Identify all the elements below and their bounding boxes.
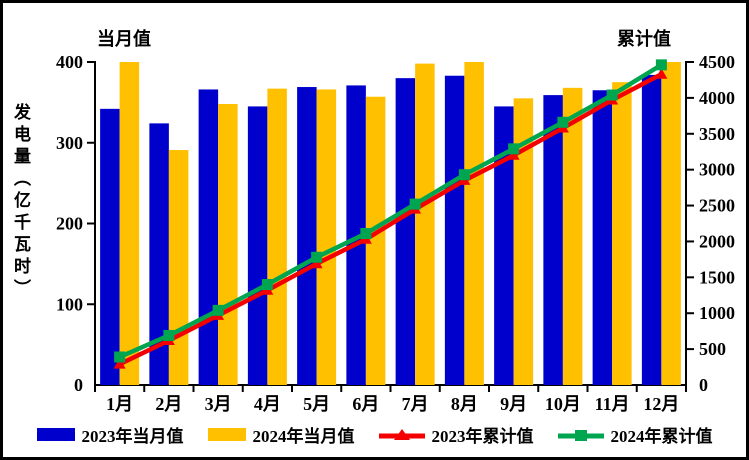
x-axis-month-label: 3月	[205, 394, 232, 414]
marker-2024年累计值-8月	[458, 169, 470, 181]
right-axis-tick-label: 2000	[699, 231, 735, 251]
bar-2023年当月值-2月	[149, 123, 169, 386]
bar-2023年当月值-8月	[444, 75, 465, 385]
legend-line-marker-2024-cumulative	[557, 429, 604, 441]
x-axis-month-label: 8月	[451, 394, 478, 414]
right-axis-tick-label: 1500	[699, 267, 735, 287]
legend-label-2023-cumulative: 2023年累计值	[431, 427, 534, 446]
bar-2024年当月值-1月	[119, 62, 140, 385]
right-axis-tick-label: 2500	[699, 196, 735, 216]
marker-2023年累计值-9月	[507, 149, 520, 160]
marker-2024年累计值-9月	[508, 143, 520, 155]
bar-2023年当月值-9月	[494, 106, 514, 385]
right-axis-tick-label: 0	[699, 375, 708, 395]
left-axis-title: 当月值	[97, 29, 151, 49]
legend-item-2023-cumulative: 2023年累计值	[378, 422, 534, 447]
line-2024年累计值	[118, 62, 663, 360]
right-axis-tick-label: 3000	[699, 160, 735, 180]
marker-2024年累计值-1月	[114, 351, 126, 363]
marker-2024年累计值-6月	[360, 228, 372, 240]
legend-item-2024-monthly: 2024年当月值	[207, 422, 355, 447]
y-axis-label: 发电量（亿千瓦时）	[11, 103, 30, 301]
left-axis-tick-label: 200	[56, 214, 83, 234]
marker-2024年累计值-4月	[261, 279, 273, 291]
bar-2023年当月值-7月	[395, 78, 416, 386]
legend-swatch-2024-monthly	[207, 428, 246, 441]
right-axis-tick-label: 4000	[699, 88, 735, 108]
x-axis-month-label: 11月	[595, 394, 630, 414]
marker-2024年累计值-5月	[311, 251, 323, 263]
marker-2023年累计值-5月	[310, 257, 323, 269]
bar-2023年当月值-1月	[100, 108, 120, 386]
line-2023年累计值	[118, 72, 663, 367]
bar-2024年当月值-11月	[612, 82, 632, 385]
legend-label-2023-monthly: 2023年当月值	[81, 427, 184, 446]
left-axis-tick-label: 0	[74, 375, 83, 395]
left-axis-tick-label: 300	[56, 133, 83, 153]
bar-2023年当月值-11月	[592, 90, 613, 385]
bar-2024年当月值-8月	[464, 62, 484, 385]
bar-2024年当月值-2月	[168, 150, 189, 385]
bar-2023年当月值-12月	[641, 74, 662, 386]
x-axis-month-label: 12月	[643, 394, 679, 414]
marker-2023年累计值-12月	[655, 68, 668, 79]
legend-swatch-2023-monthly	[36, 428, 75, 441]
bar-2023年当月值-5月	[297, 87, 317, 385]
bar-2023年当月值-6月	[346, 85, 366, 385]
bar-2024年当月值-4月	[267, 88, 287, 386]
right-axis-tick-label: 1000	[699, 303, 735, 323]
x-axis-month-label: 2月	[155, 394, 182, 414]
bar-2024年当月值-5月	[316, 89, 337, 385]
x-axis-month-label: 1月	[106, 394, 133, 414]
marker-2024年累计值-11月	[606, 89, 618, 101]
left-axis-tick-label: 100	[56, 294, 83, 314]
legend-label-2024-monthly: 2024年当月值	[252, 427, 355, 446]
legend-item-2024-cumulative: 2024年累计值	[557, 422, 713, 447]
bar-2024年当月值-6月	[365, 96, 386, 385]
x-axis-month-label: 10月	[545, 394, 581, 414]
x-axis-month-label: 7月	[402, 394, 429, 414]
right-axis-tick-label: 500	[699, 339, 726, 359]
right-axis-title: 累计值	[617, 29, 671, 49]
plot-area: 0100200300400050010001500200025003000350…	[56, 52, 735, 414]
legend-label-2024-cumulative: 2024年累计值	[610, 427, 713, 446]
x-axis-month-label: 6月	[352, 394, 379, 414]
right-axis-tick-label: 3500	[699, 124, 735, 144]
bar-2023年当月值-4月	[247, 106, 268, 385]
marker-2024年累计值-12月	[655, 59, 667, 71]
x-axis-month-label: 9月	[500, 394, 527, 414]
bar-2024年当月值-7月	[415, 63, 435, 386]
bar-2024年当月值-9月	[513, 98, 534, 386]
bar-2024年当月值-10月	[562, 87, 583, 385]
marker-2024年累计值-2月	[163, 329, 175, 341]
marker-2024年累计值-3月	[212, 304, 224, 316]
legend: 2023年当月值 2024年当月值 2023年累计值 2024年累计值	[3, 422, 746, 447]
x-axis-month-label: 5月	[303, 394, 330, 414]
bar-2023年当月值-3月	[198, 89, 219, 385]
bar-2024年当月值-12月	[661, 62, 681, 385]
x-axis-month-label: 4月	[254, 394, 281, 414]
marker-2023年累计值-1月	[113, 358, 126, 369]
legend-item-2023-monthly: 2023年当月值	[36, 422, 184, 447]
marker-2024年累计值-7月	[409, 198, 421, 210]
marker-2024年累计值-10月	[557, 116, 569, 128]
bar-2024年当月值-3月	[218, 103, 238, 386]
legend-line-marker-2023-cumulative	[378, 428, 425, 440]
left-axis-tick-label: 400	[56, 52, 83, 72]
bar-2023年当月值-10月	[543, 95, 563, 386]
right-axis-tick-label: 4500	[699, 52, 735, 72]
